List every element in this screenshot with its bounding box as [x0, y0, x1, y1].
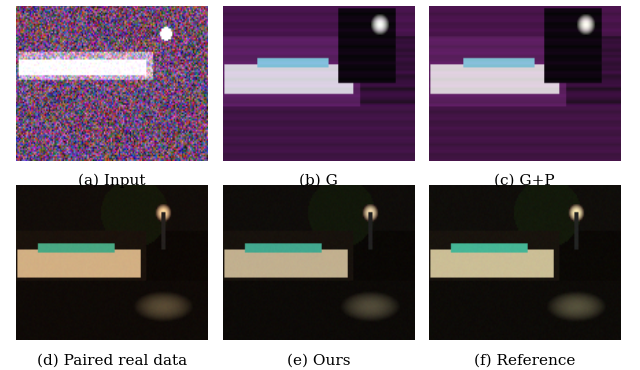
- Text: (b) G: (b) G: [300, 174, 338, 188]
- Text: (a) Input: (a) Input: [78, 174, 146, 188]
- Text: (c) G+P: (c) G+P: [495, 174, 555, 188]
- Text: (f) Reference: (f) Reference: [474, 353, 575, 367]
- Text: (d) Paired real data: (d) Paired real data: [37, 353, 187, 367]
- Text: (e) Ours: (e) Ours: [287, 353, 351, 367]
